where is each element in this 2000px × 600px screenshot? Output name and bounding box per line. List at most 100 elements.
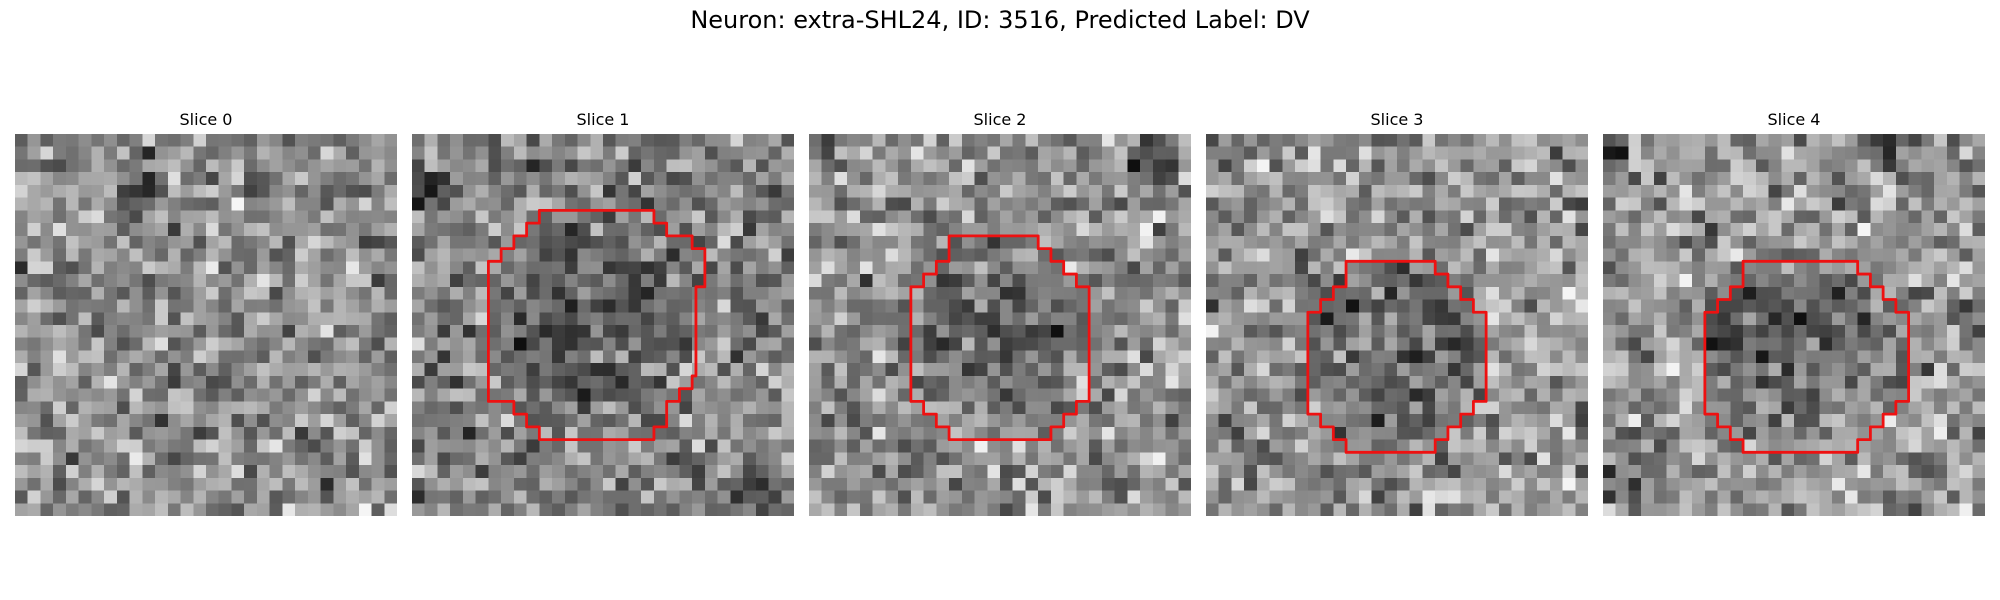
pixel <box>809 210 822 223</box>
pixel <box>1153 440 1166 453</box>
pixel <box>1769 338 1782 351</box>
pixel <box>1410 198 1423 211</box>
pixel <box>437 440 450 453</box>
pixel <box>873 300 886 313</box>
pixel <box>1499 478 1512 491</box>
pixel <box>936 198 949 211</box>
pixel <box>372 147 385 160</box>
pixel <box>1231 287 1244 300</box>
pixel <box>1282 249 1295 262</box>
pixel <box>359 159 372 172</box>
pixel <box>463 491 476 504</box>
pixel <box>1756 300 1769 313</box>
pixel <box>193 440 206 453</box>
pixel <box>679 223 692 236</box>
slice-panel: Slice 3 <box>1206 110 1588 516</box>
pixel <box>1807 261 1820 274</box>
pixel <box>437 376 450 389</box>
pixel <box>1153 350 1166 363</box>
pixel <box>718 147 731 160</box>
pixel <box>756 440 769 453</box>
pixel <box>1832 401 1845 414</box>
pixel <box>142 350 155 363</box>
pixel <box>295 478 308 491</box>
pixel <box>425 261 438 274</box>
pixel <box>282 287 295 300</box>
pixel <box>885 249 898 262</box>
pixel <box>847 249 860 262</box>
pixel <box>412 401 425 414</box>
pixel <box>987 363 1000 376</box>
pixel <box>1870 287 1883 300</box>
pixel <box>1563 503 1576 516</box>
pixel <box>949 401 962 414</box>
pixel <box>1537 172 1550 185</box>
pixel <box>1076 223 1089 236</box>
pixel <box>181 503 194 516</box>
pixel <box>1794 478 1807 491</box>
pixel <box>1832 478 1845 491</box>
pixel <box>1140 478 1153 491</box>
pixel <box>1883 478 1896 491</box>
pixel <box>1178 198 1191 211</box>
pixel <box>1550 300 1563 313</box>
pixel <box>781 478 794 491</box>
pixel <box>743 287 756 300</box>
pixel <box>1473 172 1486 185</box>
pixel <box>1270 185 1283 198</box>
pixel <box>1679 261 1692 274</box>
pixel <box>117 198 130 211</box>
slice-title: Slice 0 <box>15 110 397 134</box>
pixel <box>1883 414 1896 427</box>
pixel <box>28 261 41 274</box>
pixel <box>1692 198 1705 211</box>
pixel <box>1718 350 1731 363</box>
pixel <box>1025 261 1038 274</box>
pixel <box>809 236 822 249</box>
pixel <box>527 376 540 389</box>
pixel <box>949 223 962 236</box>
pixel <box>1178 300 1191 313</box>
pixel <box>834 236 847 249</box>
pixel <box>1064 274 1077 287</box>
pixel <box>873 249 886 262</box>
pixel <box>1178 440 1191 453</box>
pixel <box>1807 363 1820 376</box>
pixel <box>104 185 117 198</box>
pixel <box>1845 440 1858 453</box>
pixel <box>346 350 359 363</box>
pixel <box>1960 274 1973 287</box>
pixel <box>193 134 206 147</box>
pixel <box>1947 491 1960 504</box>
pixel <box>1422 287 1435 300</box>
pixel <box>1231 261 1244 274</box>
pixel <box>654 465 667 478</box>
pixel <box>91 363 104 376</box>
pixel <box>488 338 501 351</box>
pixel <box>463 478 476 491</box>
pixel <box>718 300 731 313</box>
pixel <box>257 478 270 491</box>
pixel <box>1115 185 1128 198</box>
pixel <box>539 274 552 287</box>
pixel <box>501 465 514 478</box>
pixel <box>231 503 244 516</box>
pixel <box>552 312 565 325</box>
pixel <box>1667 300 1680 313</box>
pixel <box>603 414 616 427</box>
pixel <box>1219 503 1232 516</box>
pixel <box>231 210 244 223</box>
pixel <box>476 147 489 160</box>
pixel <box>1972 350 1985 363</box>
pixel <box>1832 198 1845 211</box>
pixel <box>142 312 155 325</box>
pixel <box>1537 338 1550 351</box>
pixel <box>1832 325 1845 338</box>
pixel <box>321 338 334 351</box>
pixel <box>847 261 860 274</box>
pixel <box>527 363 540 376</box>
pixel <box>1231 414 1244 427</box>
slice-image <box>1603 134 1985 516</box>
pixel <box>822 198 835 211</box>
pixel <box>1257 440 1270 453</box>
